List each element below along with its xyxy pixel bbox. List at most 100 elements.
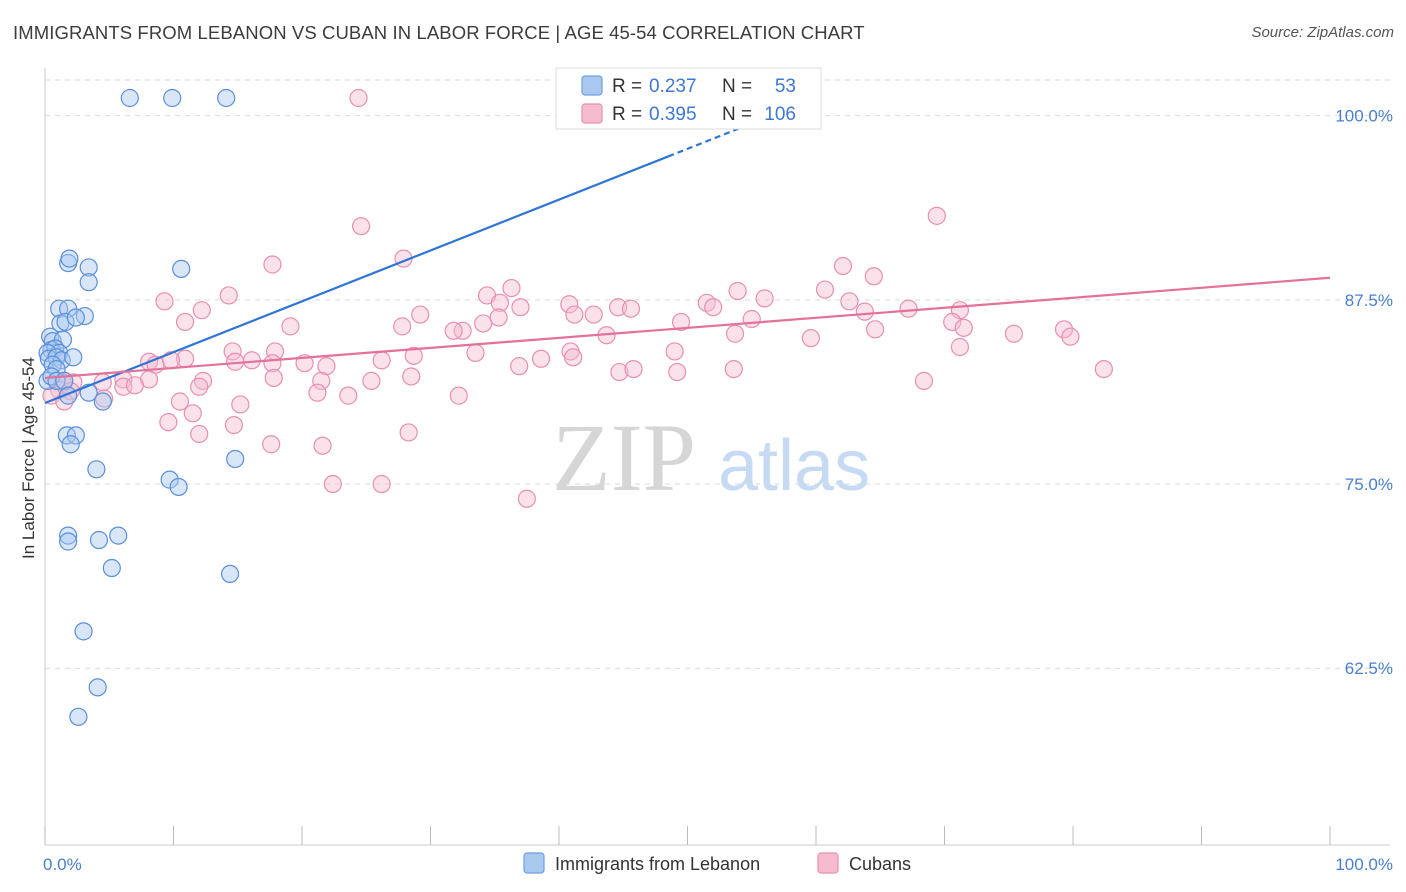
- cubans-point: [671, 312, 691, 332]
- cubans-point: [517, 489, 536, 508]
- watermark: ZIP atlas: [552, 404, 870, 511]
- cubans-point: [502, 278, 521, 298]
- lebanon-point: [60, 249, 79, 268]
- cubans-point: [801, 329, 820, 348]
- lebanon-point: [79, 258, 98, 277]
- legend-lebanon-swatch: [523, 852, 545, 874]
- cubans-point: [725, 324, 745, 343]
- cubans-point: [183, 404, 202, 423]
- cubans-point: [125, 376, 145, 395]
- cubans-point: [840, 292, 859, 311]
- cubans-point: [170, 392, 190, 411]
- lebanon-point: [75, 306, 94, 326]
- lebanon-point: [59, 532, 78, 551]
- x-tick-label-min: 0.0%: [43, 855, 82, 874]
- cubans-point: [155, 292, 174, 311]
- cubans-point: [864, 267, 883, 286]
- cubans-n-value: 106: [764, 104, 796, 125]
- lebanon-trend-line: [44, 155, 669, 405]
- lebanon-point: [38, 343, 57, 362]
- cubans-point: [159, 413, 178, 432]
- source-label: Source: ZipAtlas.com: [1251, 24, 1394, 41]
- cubans-point: [264, 368, 283, 388]
- y-axis-label: In Labor Force | Age 45-54: [19, 357, 38, 559]
- lebanon-point: [163, 88, 182, 108]
- cubans-point: [511, 298, 530, 317]
- cubans-point: [624, 360, 643, 379]
- cubans-point: [1061, 327, 1080, 346]
- lebanon-point: [59, 526, 78, 545]
- stats-legend: R = 0.237 N = 53 R = 0.395 N = 106: [555, 67, 822, 130]
- cubans-point: [449, 386, 468, 405]
- cubans-point: [231, 395, 250, 414]
- lebanon-r-value: 0.237: [649, 76, 697, 97]
- cubans-point: [914, 371, 934, 390]
- cubans-point: [728, 281, 747, 301]
- cubans-point: [372, 351, 391, 370]
- lebanon-point: [52, 351, 71, 370]
- lebanon-point: [220, 564, 240, 583]
- cubans-r-value: 0.395: [649, 104, 697, 125]
- cubans-point: [531, 349, 551, 368]
- cubans-point: [312, 371, 331, 390]
- series-legend: Immigrants from Lebanon Cubans: [523, 852, 911, 874]
- cubans-point: [899, 299, 918, 318]
- lebanon-point: [56, 312, 75, 332]
- cubans-point: [950, 337, 970, 357]
- tick-labels: 62.5% 75.0% 87.5% 100.0% 0.0% 100.0%: [43, 107, 1393, 874]
- cubans-point: [372, 474, 391, 494]
- cubans-point: [474, 314, 493, 333]
- cubans-point: [755, 289, 774, 308]
- lebanon-point: [169, 477, 188, 497]
- cubans-point: [1004, 324, 1023, 343]
- cubans-point: [565, 305, 584, 324]
- cubans-point: [411, 305, 430, 324]
- cubans-point: [724, 360, 743, 379]
- cubans-point: [584, 305, 603, 324]
- cubans-point: [404, 346, 423, 365]
- cubans-point: [564, 348, 583, 367]
- cubans-point: [560, 295, 579, 314]
- lebanon-point: [120, 88, 139, 108]
- cubans-point: [308, 383, 327, 402]
- lebanon-point: [89, 530, 109, 550]
- lebanon-point: [66, 308, 85, 327]
- cubans-point: [349, 88, 368, 108]
- cubans-point: [444, 321, 463, 340]
- cubans-point: [190, 377, 209, 396]
- lebanon-point: [217, 88, 236, 108]
- x-tick-label-max: 100.0%: [1335, 855, 1393, 874]
- lebanon-r-label: R =: [612, 76, 642, 97]
- lebanon-point: [69, 707, 88, 726]
- cubans-point: [954, 318, 973, 337]
- cubans-point: [815, 280, 835, 299]
- cubans-point: [943, 312, 962, 332]
- axes: [44, 68, 1390, 846]
- cubans-n-label: N =: [722, 104, 752, 125]
- cubans-point: [621, 299, 641, 318]
- legend-cubans-swatch: [817, 852, 839, 874]
- y-tick-label: 100.0%: [1335, 107, 1393, 126]
- cubans-point: [1054, 320, 1074, 339]
- cubans-point: [668, 362, 687, 382]
- cubans-point: [855, 302, 874, 321]
- y-tick-label: 62.5%: [1345, 659, 1393, 678]
- lebanon-n-label: N =: [722, 76, 752, 97]
- legend-lebanon-label: Immigrants from Lebanon: [555, 854, 760, 874]
- cubans-point: [362, 371, 381, 390]
- lebanon-n-value: 53: [775, 76, 796, 97]
- cubans-point: [339, 386, 358, 405]
- cubans-point: [190, 424, 209, 444]
- cubans-point: [927, 206, 946, 225]
- cubans-point: [114, 377, 133, 396]
- cubans-point: [393, 317, 412, 336]
- cubans-point: [489, 308, 508, 327]
- grid-lines: [45, 79, 1390, 669]
- lebanon-point: [172, 259, 191, 279]
- watermark-atlas: atlas: [718, 426, 870, 506]
- cubans-point: [281, 317, 300, 336]
- lebanon-swatch: [581, 75, 603, 96]
- cubans-swatch: [581, 103, 603, 124]
- y-tick-label: 75.0%: [1345, 475, 1393, 494]
